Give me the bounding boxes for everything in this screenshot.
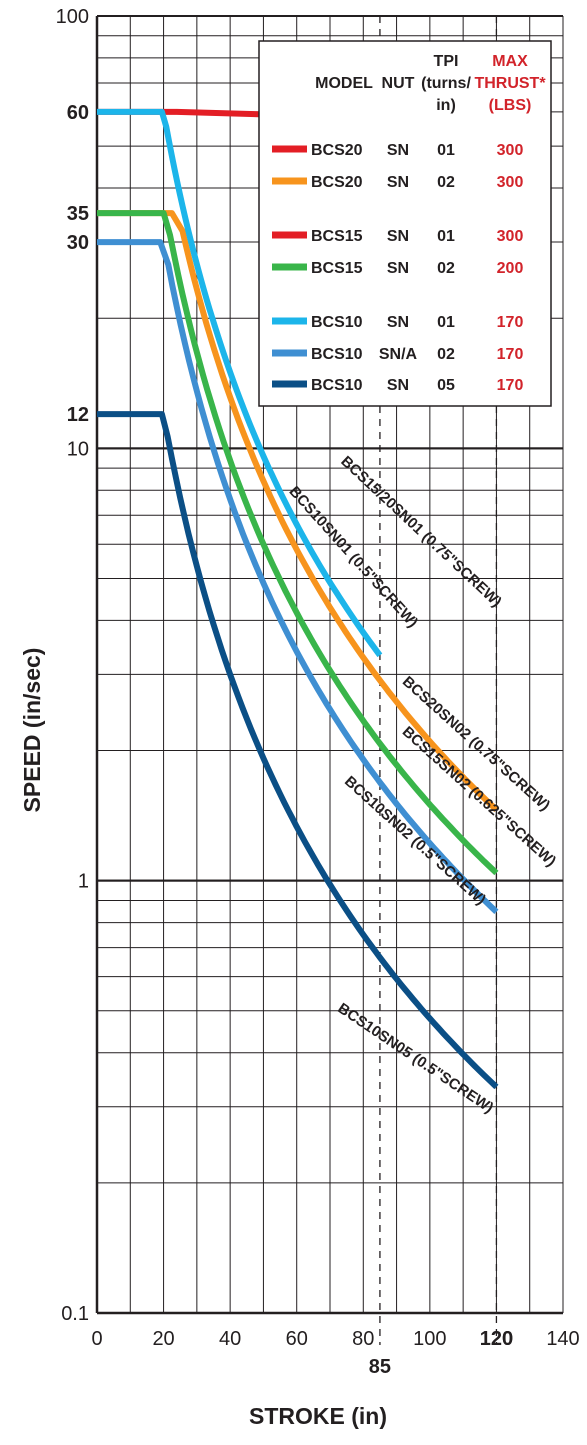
legend-tpi: 01: [437, 228, 455, 245]
legend-model: BCS10: [311, 346, 363, 363]
x-axis-title: STROKE (in): [249, 1403, 387, 1429]
x-tick-label: 40: [219, 1328, 241, 1350]
legend-model: BCS15: [311, 228, 363, 245]
legend-nut: SN: [387, 142, 409, 159]
curve-labels: BCS15/20SN01 (0.75"SCREW)BCS20SN02 (0.75…: [286, 453, 560, 1117]
x-tick-label: 140: [546, 1328, 579, 1350]
x-tick-label: 100: [413, 1328, 446, 1350]
series-line: [97, 210, 499, 812]
x-tick-label: 20: [152, 1328, 174, 1350]
legend-model: BCS10: [311, 314, 363, 331]
legend-thrust: 300: [497, 142, 524, 159]
legend-thrust: 200: [497, 260, 524, 277]
series-line: [97, 108, 383, 658]
legend-tpi: 02: [437, 346, 455, 363]
legend-header-nut: NUT: [382, 75, 415, 92]
legend-tpi: 02: [437, 260, 455, 277]
y-tick-label: 1: [78, 871, 89, 893]
legend-thrust: 170: [497, 314, 524, 331]
legend-nut: SN: [387, 377, 409, 394]
series-line: [97, 411, 499, 1090]
legend-tpi: 01: [437, 314, 455, 331]
legend-nut: SN: [387, 174, 409, 191]
legend-tpi: 05: [437, 377, 455, 394]
series-line: [97, 239, 499, 914]
legend-model: BCS15: [311, 260, 363, 277]
series-line: [97, 210, 499, 876]
legend-nut: SN: [387, 314, 409, 331]
legend-box: [258, 40, 552, 407]
legend-model: BCS10: [311, 377, 363, 394]
legend-thrust: 300: [497, 174, 524, 191]
y-tick-label: 10: [67, 438, 89, 460]
y-tick-label-bold: 60: [67, 102, 89, 124]
legend-model: BCS20: [311, 174, 363, 191]
legend-tpi: 01: [437, 142, 455, 159]
legend-nut: SN: [387, 260, 409, 277]
x-tick-label-bold: 120: [480, 1328, 513, 1350]
x-tick-label-bold: 85: [369, 1356, 391, 1378]
y-axis-title: SPEED (in/sec): [19, 648, 45, 813]
legend-header-model: MODEL: [315, 75, 373, 92]
curve-label: BCS15/20SN01 (0.75"SCREW): [337, 453, 504, 611]
x-tick-label: 120: [480, 1328, 513, 1350]
y-tick-label-bold: 12: [67, 404, 89, 426]
legend-nut: SN/A: [379, 346, 418, 363]
y-tick-label-bold: 35: [67, 203, 89, 225]
curve-label: BCS10SN05 (0.5"SCREW): [335, 1000, 497, 1117]
legend-thrust: 170: [497, 346, 524, 363]
y-tick-label: 100: [56, 6, 89, 28]
x-tick-label: 60: [286, 1328, 308, 1350]
y-tick-label: 0.1: [61, 1303, 89, 1325]
y-tick-label-bold: 30: [67, 232, 89, 254]
x-tick-label: 80: [352, 1328, 374, 1350]
legend-header-tpi: (turns/: [421, 75, 471, 92]
legend-tpi: 02: [437, 174, 455, 191]
legend-header-tpi: TPI: [434, 53, 459, 70]
legend: MODEL NUT TPI (turns/in) MAX THRUST* (LBS) BCS2…: [258, 40, 552, 407]
legend-header-thrust: (LBS): [489, 97, 532, 114]
legend-nut: SN: [387, 228, 409, 245]
legend-model: BCS20: [311, 142, 363, 159]
legend-header-thrust: THRUST*: [474, 75, 546, 92]
legend-thrust: 300: [497, 228, 524, 245]
legend-thrust: 170: [497, 377, 524, 394]
legend-header-tpi: in): [436, 97, 456, 114]
legend-header-thrust: MAX: [492, 53, 528, 70]
x-tick-label: 0: [91, 1328, 102, 1350]
